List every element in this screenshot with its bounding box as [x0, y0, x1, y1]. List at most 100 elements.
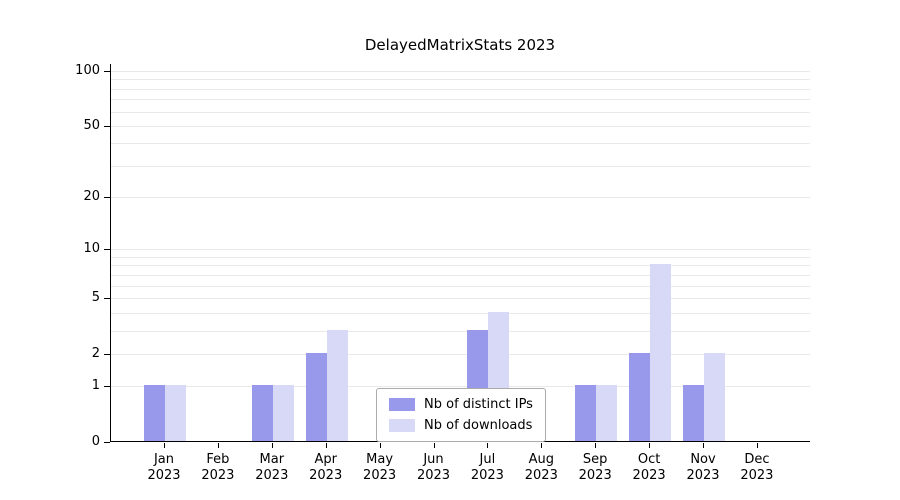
- bar-jan-series0: [144, 385, 165, 441]
- x-tick-label-jun: Jun 2023: [402, 452, 466, 484]
- legend-label-distinct-ips: Nb of distinct IPs: [424, 397, 533, 412]
- x-tick-year: 2023: [686, 468, 720, 483]
- y-tick-mark: [104, 353, 110, 355]
- x-tick-label-may: May 2023: [348, 452, 412, 484]
- x-tick-year: 2023: [524, 468, 558, 483]
- x-tick-label-nov: Nov 2023: [671, 452, 735, 484]
- plot-area: [110, 64, 810, 442]
- x-tick-year: 2023: [578, 468, 612, 483]
- legend-swatch-downloads: [389, 419, 415, 432]
- bar-oct-series1: [650, 264, 672, 441]
- gridline: [111, 386, 810, 388]
- y-tick-label: 10: [83, 241, 100, 257]
- bar-apr-series0: [305, 352, 327, 441]
- y-tick-label: 2: [91, 345, 100, 361]
- x-tick-mark: [217, 443, 219, 448]
- bar-mar-series1: [272, 385, 294, 441]
- gridline: [111, 330, 810, 332]
- x-tick-mark: [271, 443, 273, 448]
- x-tick-mark: [541, 443, 543, 448]
- gridline: [111, 274, 810, 276]
- gridline: [111, 79, 810, 81]
- gridline: [111, 285, 810, 287]
- x-tick-mark: [649, 443, 651, 448]
- gridline: [111, 71, 810, 72]
- y-tick-mark: [104, 249, 110, 251]
- legend-entry-downloads: Nb of downloads: [389, 418, 533, 433]
- bar-mar-series0: [251, 385, 273, 441]
- y-tick-mark: [104, 442, 110, 443]
- y-tick-label: 50: [83, 117, 100, 133]
- legend-swatch-distinct-ips: [389, 398, 415, 411]
- bar-oct-series0: [629, 352, 651, 441]
- y-tick-mark: [104, 197, 110, 199]
- gridline: [111, 297, 810, 299]
- x-tick-month: Jul: [479, 452, 496, 467]
- x-tick-mark: [595, 443, 597, 448]
- x-tick-label-apr: Apr 2023: [294, 452, 358, 484]
- x-tick-month: Mar: [259, 452, 285, 467]
- x-tick-month: Sep: [582, 452, 608, 467]
- gridline: [111, 125, 810, 127]
- gridline: [111, 197, 810, 199]
- gridline: [111, 265, 810, 267]
- x-tick-year: 2023: [740, 468, 774, 483]
- x-tick-year: 2023: [201, 468, 235, 483]
- x-tick-label-jul: Jul 2023: [455, 452, 519, 484]
- legend-entry-distinct-ips: Nb of distinct IPs: [389, 397, 533, 412]
- x-tick-label-jan: Jan 2023: [132, 452, 196, 484]
- bar-sep-series1: [596, 385, 618, 441]
- y-tick-mark: [104, 71, 110, 72]
- legend-label-downloads: Nb of downloads: [424, 418, 533, 433]
- x-tick-mark: [756, 443, 758, 448]
- x-tick-month: Feb: [206, 452, 230, 467]
- x-tick-mark: [487, 443, 489, 448]
- y-tick-label: 100: [75, 63, 100, 78]
- x-tick-label-sep: Sep 2023: [563, 452, 627, 484]
- x-tick-label-oct: Oct 2023: [617, 452, 681, 484]
- x-tick-year: 2023: [147, 468, 181, 483]
- gridline: [111, 88, 810, 90]
- x-tick-year: 2023: [470, 468, 504, 483]
- bar-apr-series1: [326, 329, 348, 441]
- x-tick-year: 2023: [309, 468, 343, 483]
- gridline: [111, 99, 810, 101]
- gridline: [111, 249, 810, 251]
- y-tick-label: 20: [83, 189, 100, 205]
- bar-nov-series0: [683, 385, 704, 441]
- x-tick-year: 2023: [632, 468, 666, 483]
- y-tick-mark: [104, 125, 110, 127]
- x-tick-year: 2023: [255, 468, 289, 483]
- gridline: [111, 353, 810, 355]
- x-tick-month: Aug: [528, 452, 554, 467]
- y-tick-label: 5: [91, 289, 100, 305]
- x-tick-label-dec: Dec 2023: [725, 452, 789, 484]
- x-tick-mark: [379, 443, 381, 448]
- x-tick-year: 2023: [363, 468, 397, 483]
- y-tick-mark: [104, 297, 110, 299]
- x-tick-mark: [164, 443, 165, 448]
- y-tick-mark: [104, 386, 110, 388]
- bar-sep-series0: [575, 385, 597, 441]
- y-tick-label: 1: [91, 378, 100, 394]
- bar-nov-series1: [704, 352, 725, 441]
- y-tick-label: 0: [91, 434, 100, 449]
- gridline: [111, 312, 810, 314]
- gridline: [111, 165, 810, 167]
- x-tick-month: Apr: [314, 452, 337, 467]
- x-tick-label-aug: Aug 2023: [509, 452, 573, 484]
- x-tick-month: May: [366, 452, 394, 467]
- x-tick-month: Jan: [153, 452, 175, 467]
- gridline: [111, 143, 810, 145]
- x-tick-month: Jun: [423, 452, 444, 467]
- x-tick-mark: [433, 443, 435, 448]
- x-tick-label-feb: Feb 2023: [186, 452, 250, 484]
- gridline: [111, 256, 810, 258]
- x-tick-label-mar: Mar 2023: [240, 452, 304, 484]
- gridline: [111, 111, 810, 113]
- x-tick-month: Oct: [637, 452, 661, 467]
- x-tick-month: Dec: [744, 452, 770, 467]
- x-tick-mark: [703, 443, 704, 448]
- legend: Nb of distinct IPs Nb of downloads: [376, 388, 546, 442]
